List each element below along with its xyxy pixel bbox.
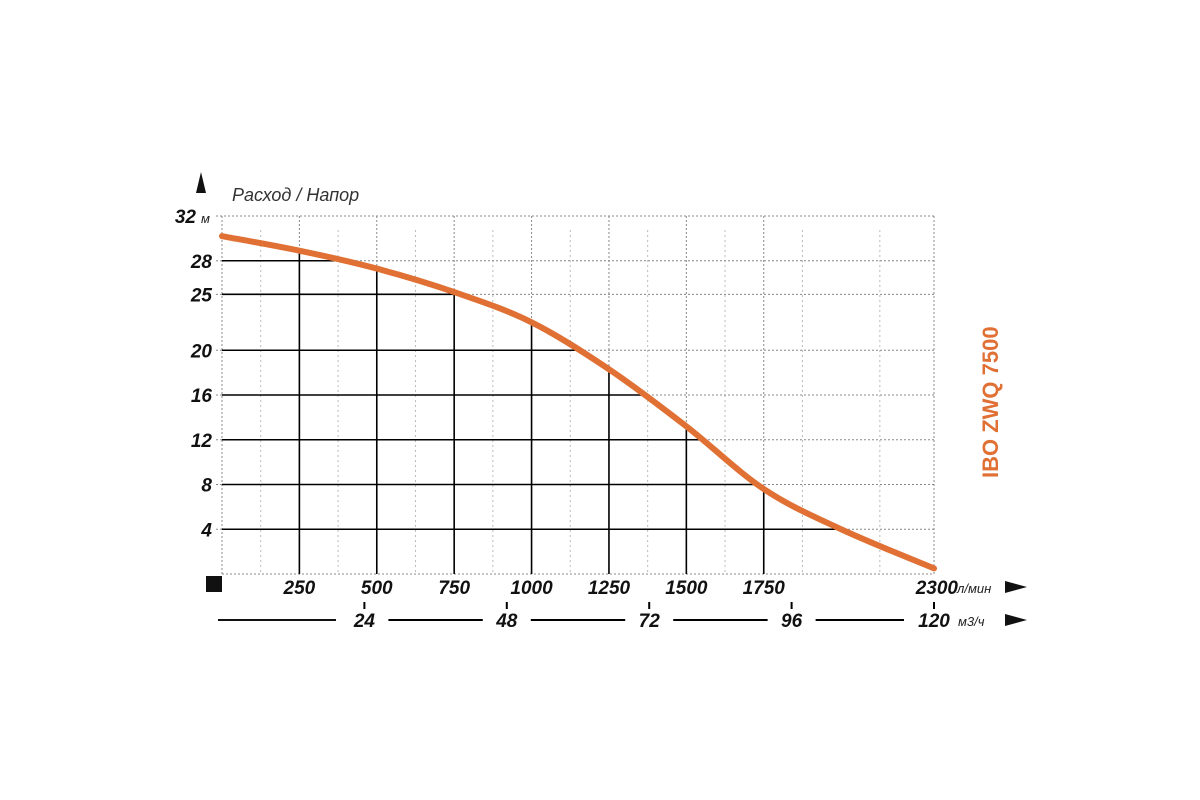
model-label: IBO ZWQ 7500 bbox=[978, 326, 1003, 478]
x-tick-label: 250 bbox=[283, 578, 316, 599]
y-tick-label: 16 bbox=[191, 386, 213, 407]
y-tick-label: 25 bbox=[190, 285, 213, 306]
y-axis-arrow-icon bbox=[196, 172, 206, 193]
x-tick-label: 1500 bbox=[665, 578, 708, 599]
x-axis-unit: л/мин bbox=[956, 581, 991, 596]
origin-marker bbox=[206, 576, 222, 592]
x-tick-label: 1000 bbox=[510, 578, 553, 599]
y-tick-label: 32 bbox=[175, 207, 197, 228]
minor-gridlines bbox=[260, 230, 881, 574]
secondary-x-axis-unit: м3/ч bbox=[958, 614, 985, 629]
x-tick-label: 1250 bbox=[588, 578, 631, 599]
x-tick-label: 1750 bbox=[743, 578, 786, 599]
secondary-x-tick-label: 96 bbox=[781, 611, 803, 632]
x-tick-label: 500 bbox=[361, 578, 393, 599]
x-tick-label: 750 bbox=[438, 578, 470, 599]
secondary-x-axis-ticks: 24 48 72 96 120 bbox=[353, 602, 950, 632]
y-tick-label: 28 bbox=[190, 252, 213, 273]
x-tick-label: 2300 bbox=[915, 578, 959, 599]
secondary-x-tick-label: 72 bbox=[639, 611, 661, 632]
secondary-x-tick-label: 48 bbox=[495, 611, 518, 632]
performance-curve-layer bbox=[219, 233, 937, 572]
secondary-x-tick-label: 120 bbox=[918, 611, 950, 632]
x-axis-ticks: 250 500 750 1000 1250 1500 1750 2300 bbox=[283, 578, 959, 599]
y-tick-label: 4 bbox=[200, 520, 212, 541]
y-axis-ticks: 4 8 12 16 20 25 28 32 bbox=[175, 207, 213, 541]
x-axis-arrow-icon bbox=[1005, 581, 1027, 593]
performance-curve bbox=[219, 233, 937, 572]
y-tick-label: 12 bbox=[191, 431, 213, 452]
y-tick-label: 20 bbox=[190, 341, 213, 362]
y-axis-label: Расход / Напор bbox=[232, 185, 359, 205]
y-tick-label: 8 bbox=[201, 476, 212, 497]
secondary-x-tick-label: 24 bbox=[353, 611, 376, 632]
secondary-x-axis-arrow-icon bbox=[1005, 614, 1027, 626]
operating-point-lines bbox=[222, 250, 842, 574]
major-gridlines bbox=[216, 215, 935, 575]
y-axis-unit: м bbox=[201, 211, 210, 226]
